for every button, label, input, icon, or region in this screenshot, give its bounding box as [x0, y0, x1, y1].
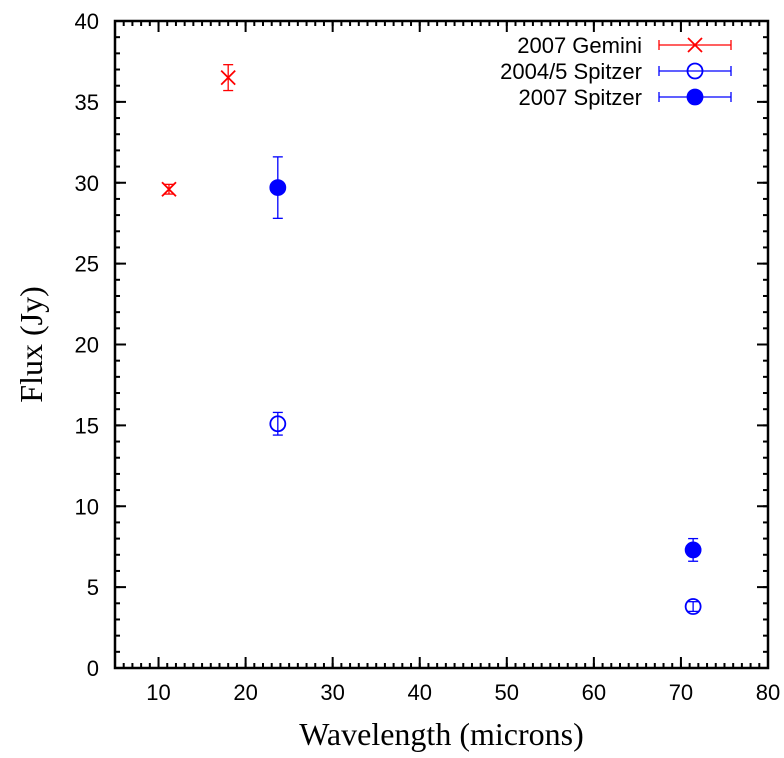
data-point — [269, 415, 287, 433]
x-tick-label: 60 — [582, 680, 606, 705]
y-tick-label: 5 — [87, 575, 99, 600]
data-point — [684, 598, 702, 615]
data-point — [220, 69, 236, 86]
y-tick-label: 0 — [87, 656, 99, 681]
x-tick-label: 30 — [320, 680, 344, 705]
y-tick-label: 15 — [75, 413, 99, 438]
legend-marker — [686, 62, 704, 80]
data-point-stroke — [220, 69, 236, 86]
data-point — [161, 181, 177, 197]
y-axis-title: Flux (Jy) — [13, 286, 49, 402]
data-point — [684, 541, 702, 559]
legend-label: 2004/5 Spitzer — [500, 59, 642, 84]
y-tick-label: 25 — [75, 252, 99, 277]
legend-marker-stroke — [687, 37, 703, 53]
data-points — [161, 64, 702, 615]
y-tick-label: 20 — [75, 333, 99, 358]
x-tick-label: 20 — [233, 680, 257, 705]
tick-labels: 10 20 30 40 50 60 70 80 0 5 10 15 20 25 30 35 40 — [75, 9, 781, 705]
legend-entry: 2007 Gemini — [517, 33, 732, 58]
legend-label: 2007 Gemini — [517, 33, 642, 58]
x-tick-label: 80 — [756, 680, 780, 705]
y-tick-label: 30 — [75, 171, 99, 196]
legend-entry: 2004/5 Spitzer — [500, 59, 732, 84]
series-0 — [161, 64, 236, 197]
x-tick-label: 40 — [407, 680, 431, 705]
plot-frame — [113, 19, 770, 670]
y-tick-label: 35 — [75, 90, 99, 115]
y-tick-label: 40 — [75, 9, 99, 34]
y-tick-label: 10 — [75, 494, 99, 519]
data-point-stroke — [161, 181, 177, 197]
legend-entry: 2007 Spitzer — [518, 85, 732, 110]
series-2 — [269, 156, 702, 562]
data-point — [269, 179, 287, 197]
x-tick-label: 10 — [146, 680, 170, 705]
x-tick-label: 70 — [669, 680, 693, 705]
legend-marker — [686, 88, 704, 106]
x-axis-title: Wavelength (microns) — [299, 716, 583, 752]
x-tick-label: 50 — [495, 680, 519, 705]
legend-label: 2007 Spitzer — [518, 85, 642, 110]
series-1 — [269, 411, 702, 615]
legend-marker — [687, 37, 703, 53]
